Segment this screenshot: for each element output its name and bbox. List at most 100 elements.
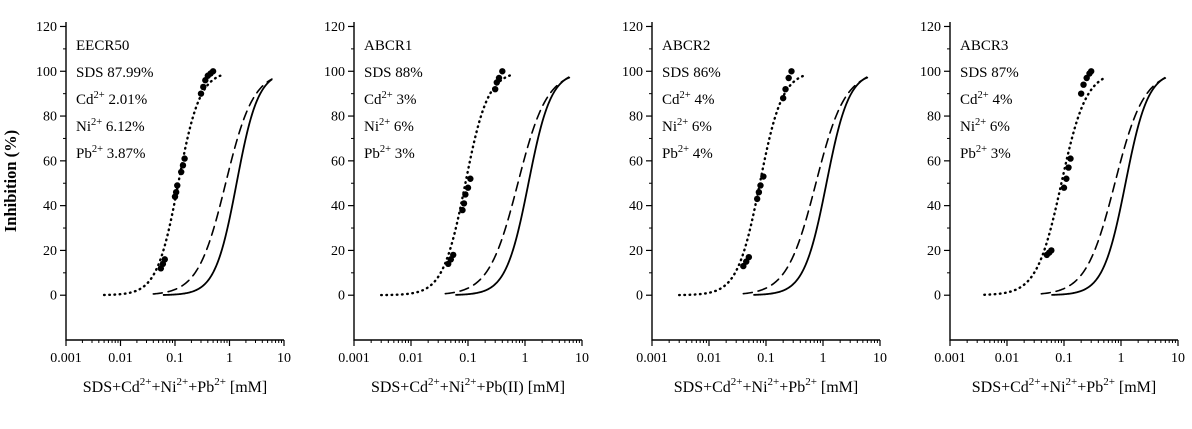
curve-fit-solid (162, 78, 273, 296)
y-tick-label: 0 (50, 289, 57, 304)
data-point (785, 74, 792, 82)
data-point (788, 68, 795, 75)
annotation-line: Cd2+ 2.01% (76, 90, 147, 108)
x-tick-label: 0.1 (459, 351, 477, 366)
data-point (1080, 81, 1087, 88)
data-point (209, 68, 217, 75)
data-point (757, 182, 764, 189)
y-tick-label: 100 (920, 65, 941, 80)
curve-fit-solid (753, 76, 868, 296)
y-tick-label: 20 (927, 244, 941, 259)
curve-fit-dashed (444, 76, 571, 295)
annotation-line: SDS 86% (662, 65, 721, 81)
y-tick-label: 120 (622, 20, 643, 35)
data-point (179, 162, 187, 169)
annotation-line: ABCR2 (662, 38, 710, 54)
data-point (760, 173, 767, 180)
annotation-line: EECR50 (76, 38, 129, 54)
curve-observed-dotted (678, 74, 805, 297)
y-tick-label: 40 (331, 199, 345, 214)
x-tick-label: 1 (820, 351, 827, 366)
y-tick-label: 80 (629, 110, 643, 125)
y-tick-label: 60 (331, 154, 345, 169)
x-axis-label: SDS+Cd2++Ni2++Pb2+ [mM] (83, 376, 267, 396)
y-tick-label: 20 (331, 244, 345, 259)
y-tick-label: 60 (927, 154, 941, 169)
data-point (467, 175, 474, 182)
y-tick-label: 60 (43, 154, 57, 169)
data-point (492, 85, 499, 93)
y-tick-label: 20 (629, 244, 643, 259)
data-point (1063, 175, 1070, 182)
annotation-line: Cd2+ 4% (662, 90, 714, 108)
annotation-line: Pb2+ 3% (364, 144, 415, 162)
x-axis-label: SDS+Cd2++Ni2++Pb2+ [mM] (674, 376, 858, 396)
curve-fit-solid (1051, 76, 1166, 296)
annotation-line: Ni2+ 6.12% (76, 117, 145, 135)
y-tick-label: 120 (920, 20, 941, 35)
annotation-line: Cd2+ 4% (960, 90, 1012, 108)
data-point (197, 90, 205, 97)
y-axis-label: Inhibition (%) (1, 130, 20, 232)
data-point (745, 253, 753, 261)
annotation-line: SDS 87.99% (76, 65, 154, 81)
chart-panel-ABCR3: 0 20 40 60 80 100 120 0.001 0.01 0.1 1 10 ABCR3 SDS 8… (920, 20, 1185, 396)
annotation-line: ABCR3 (960, 38, 1008, 54)
annotation-line: Pb2+ 3.87% (76, 144, 146, 162)
y-tick-label: 40 (927, 199, 941, 214)
x-tick-label: 1 (226, 351, 233, 366)
y-tick-label: 60 (629, 154, 643, 169)
x-tick-label: 0.001 (50, 351, 82, 366)
y-tick-label: 40 (629, 199, 643, 214)
x-axis-label: SDS+Cd2++Ni2++Pb(II) [mM] (371, 376, 565, 396)
data-point (1048, 247, 1055, 254)
data-point (462, 191, 469, 198)
data-point (1077, 90, 1085, 97)
curve-observed-dotted (983, 77, 1106, 296)
annotation-line: Pb2+ 3% (960, 144, 1011, 162)
y-tick-label: 100 (622, 65, 643, 80)
data-point (755, 189, 763, 196)
x-axis-label: SDS+Cd2++Ni2++Pb2+ [mM] (972, 376, 1156, 396)
y-tick-label: 100 (36, 65, 57, 80)
annotation-line: Ni2+ 6% (662, 117, 712, 135)
annotation-line: Cd2+ 3% (364, 90, 416, 108)
x-tick-label: 10 (277, 351, 291, 366)
y-tick-label: 80 (331, 110, 345, 125)
data-point (174, 182, 181, 189)
annotation-line: SDS 88% (364, 65, 423, 81)
data-point (753, 195, 761, 203)
x-tick-label: 0.01 (108, 351, 133, 366)
data-point (495, 74, 503, 82)
data-point (459, 206, 466, 214)
y-tick-label: 40 (43, 199, 57, 214)
annotation-line: Ni2+ 6% (364, 117, 414, 135)
data-point (161, 256, 168, 263)
x-tick-label: 0.001 (934, 351, 966, 366)
y-tick-label: 120 (36, 20, 57, 35)
data-point (200, 83, 207, 91)
x-tick-label: 0.1 (166, 351, 184, 366)
annotation-line: ABCR1 (364, 38, 412, 54)
curve-fit-solid (455, 76, 570, 296)
curve-fit-dashed (742, 76, 869, 295)
data-point (450, 251, 457, 259)
data-point (1067, 155, 1074, 162)
data-point (1088, 68, 1095, 75)
y-tick-label: 80 (43, 110, 57, 125)
x-tick-label: 0.1 (1055, 351, 1073, 366)
y-tick-label: 100 (324, 65, 345, 80)
y-tick-label: 120 (324, 20, 345, 35)
y-tick-label: 0 (636, 289, 643, 304)
x-tick-label: 10 (873, 351, 887, 366)
data-point (779, 94, 787, 102)
x-tick-label: 10 (575, 351, 589, 366)
y-tick-label: 0 (934, 289, 941, 304)
x-tick-label: 0.1 (757, 351, 775, 366)
x-tick-label: 1 (1118, 351, 1125, 366)
x-tick-label: 10 (1171, 351, 1185, 366)
data-point (1060, 184, 1068, 191)
data-point (464, 184, 472, 191)
data-point (172, 189, 180, 196)
